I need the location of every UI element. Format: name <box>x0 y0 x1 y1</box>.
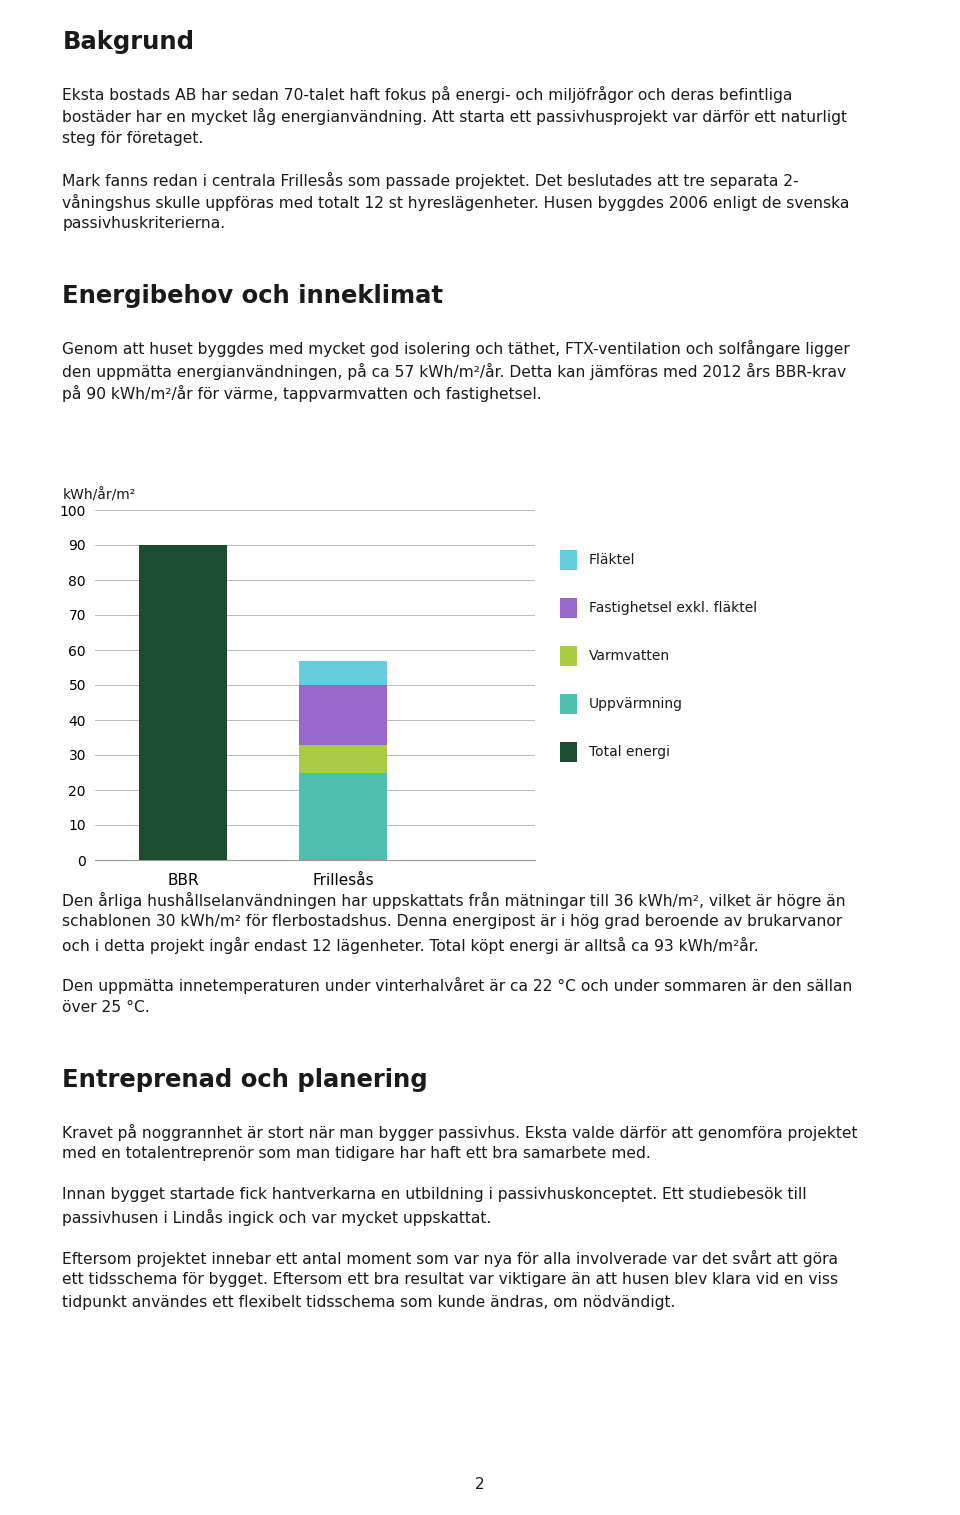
Text: steg för företaget.: steg för företaget. <box>62 130 204 145</box>
Text: Mark fanns redan i centrala Frillesås som passade projektet. Det beslutades att : Mark fanns redan i centrala Frillesås so… <box>62 171 799 188</box>
Text: kWh/år/m²: kWh/år/m² <box>63 488 136 503</box>
Text: Kravet på noggrannhet är stort när man bygger passivhus. Eksta valde därför att : Kravet på noggrannhet är stort när man b… <box>62 1124 858 1141</box>
Text: med en totalentreprenör som man tidigare har haft ett bra samarbete med.: med en totalentreprenör som man tidigare… <box>62 1147 651 1160</box>
Text: Den uppmätta innetemperaturen under vinterhalvåret är ca 22 °C och under sommare: Den uppmätta innetemperaturen under vint… <box>62 977 852 994</box>
Text: 2: 2 <box>475 1477 485 1492</box>
Text: på 90 kWh/m²/år för värme, tappvarmvatten och fastighetsel.: på 90 kWh/m²/år för värme, tappvarmvatte… <box>62 385 542 401</box>
Text: Den årliga hushållselanvändningen har uppskattats från mätningar till 36 kWh/m²,: Den årliga hushållselanvändningen har up… <box>62 892 846 909</box>
Text: och i detta projekt ingår endast 12 lägenheter. Total köpt energi är alltså ca 9: och i detta projekt ingår endast 12 läge… <box>62 936 759 954</box>
Text: Fläktel: Fläktel <box>588 553 636 567</box>
Text: tidpunkt användes ett flexibelt tidsschema som kunde ändras, om nödvändigt.: tidpunkt användes ett flexibelt tidssche… <box>62 1295 676 1309</box>
Text: bostäder har en mycket låg energianvändning. Att starta ett passivhusprojekt var: bostäder har en mycket låg energianvändn… <box>62 109 848 126</box>
Text: ett tidsschema för bygget. Eftersom ett bra resultat var viktigare än att husen : ett tidsschema för bygget. Eftersom ett … <box>62 1273 838 1288</box>
Text: schablonen 30 kWh/m² för flerbostadshus. Denna energipost är i hög grad beroende: schablonen 30 kWh/m² för flerbostadshus.… <box>62 915 843 929</box>
Text: Eksta bostads AB har sedan 70-talet haft fokus på energi- och miljöfrågor och de: Eksta bostads AB har sedan 70-talet haft… <box>62 86 793 103</box>
Text: passivhusen i Lindås ingick och var mycket uppskattat.: passivhusen i Lindås ingick och var myck… <box>62 1209 492 1226</box>
Text: Genom att huset byggdes med mycket god isolering och täthet, FTX-ventilation och: Genom att huset byggdes med mycket god i… <box>62 341 851 358</box>
Bar <box>299 661 387 685</box>
Text: den uppmätta energianvändningen, på ca 57 kWh/m²/år. Detta kan jämföras med 2012: den uppmätta energianvändningen, på ca 5… <box>62 362 847 380</box>
Text: Entreprenad och planering: Entreprenad och planering <box>62 1068 428 1092</box>
Text: Energibehov och inneklimat: Energibehov och inneklimat <box>62 285 444 308</box>
Bar <box>299 685 387 744</box>
Bar <box>139 545 227 861</box>
Bar <box>299 744 387 773</box>
Text: Uppvärmning: Uppvärmning <box>588 697 683 711</box>
Text: över 25 °C.: över 25 °C. <box>62 1000 150 1015</box>
Text: Eftersom projektet innebar ett antal moment som var nya för alla involverade var: Eftersom projektet innebar ett antal mom… <box>62 1250 838 1267</box>
Text: Varmvatten: Varmvatten <box>588 648 670 664</box>
Text: våningshus skulle uppföras med totalt 12 st hyreslägenheter. Husen byggdes 2006 : våningshus skulle uppföras med totalt 12… <box>62 194 850 211</box>
Text: passivhuskriterierna.: passivhuskriterierna. <box>62 217 226 232</box>
Text: Bakgrund: Bakgrund <box>62 30 194 55</box>
Bar <box>299 773 387 861</box>
Text: Innan bygget startade fick hantverkarna en utbildning i passivhuskonceptet. Ett : Innan bygget startade fick hantverkarna … <box>62 1186 807 1201</box>
Text: Total energi: Total energi <box>588 745 670 759</box>
Text: Fastighetsel exkl. fläktel: Fastighetsel exkl. fläktel <box>588 601 756 615</box>
